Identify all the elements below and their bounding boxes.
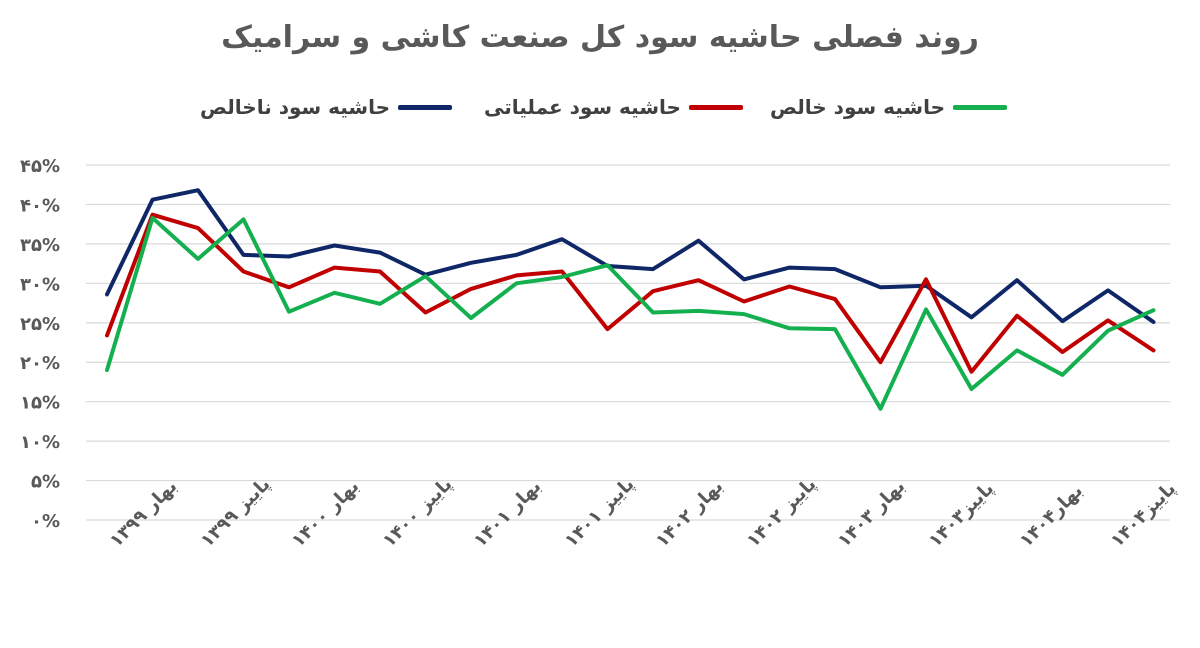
y-axis-ticks: ۰% ۵% ۱۰% ۱۵% ۲۰% ۲۵% ۳۰% ۳۵% ۴۰% ۴۵% bbox=[20, 156, 60, 532]
x-tick-label: پاییز۱۴۰۳ bbox=[925, 478, 998, 551]
y-tick-label: ۱۵% bbox=[20, 393, 60, 414]
legend-item-net-margin: حاشیه سود خالص bbox=[770, 92, 1007, 122]
gross-margin-line bbox=[105, 188, 1156, 324]
x-tick-label: پاییز ۱۴۰۱ bbox=[561, 474, 639, 552]
y-tick-label: ۵% bbox=[31, 472, 60, 493]
legend-label-operating-margin: حاشیه سود عملیاتی bbox=[484, 95, 681, 119]
legend-label-net-margin: حاشیه سود خالص bbox=[770, 95, 945, 119]
x-tick-label: پاییز ۱۴۰۰ bbox=[379, 474, 457, 552]
y-tick-label: ۰% bbox=[31, 511, 60, 532]
y-tick-label: ۳۵% bbox=[20, 235, 60, 256]
y-tick-label: ۴۰% bbox=[20, 195, 60, 216]
net-margin-line bbox=[105, 215, 1156, 411]
x-tick-label: پاییز ۱۴۰۲ bbox=[743, 474, 821, 552]
y-tick-label: ۲۵% bbox=[20, 314, 60, 335]
legend-swatch-operating-margin bbox=[688, 104, 743, 110]
legend-swatch-net-margin bbox=[953, 104, 1007, 110]
y-tick-label: ۱۰% bbox=[20, 432, 60, 453]
x-tick-label: بهار ۱۴۰۲ bbox=[652, 476, 728, 552]
series-lines bbox=[105, 188, 1156, 411]
legend-swatch-gross-margin bbox=[398, 104, 453, 110]
operating-margin-line bbox=[105, 212, 1156, 374]
x-tick-label: بهار ۱۴۰۱ bbox=[470, 476, 546, 552]
gridlines bbox=[86, 164, 1170, 521]
x-tick-label: بهار ۱۴۰۳ bbox=[834, 476, 910, 552]
legend-item-operating-margin: حاشیه سود عملیاتی bbox=[484, 92, 743, 122]
y-tick-label: ۲۰% bbox=[20, 353, 60, 374]
legend-label-gross-margin: حاشیه سود ناخالص bbox=[200, 95, 391, 119]
x-tick-label: بهار ۱۳۹۹ bbox=[106, 476, 182, 552]
x-tick-label: بهار۱۴۰۴ bbox=[1016, 480, 1087, 551]
x-tick-label: پاییز ۱۳۹۹ bbox=[197, 474, 275, 552]
x-tick-label: پاییز۱۴۰۴ bbox=[1107, 478, 1180, 551]
chart-title: روند فصلی حاشیه سود کل صنعت کاشی و سرامی… bbox=[221, 20, 979, 55]
y-tick-label: ۴۵% bbox=[20, 156, 60, 177]
x-tick-label: بهار ۱۴۰۰ bbox=[288, 476, 364, 552]
y-tick-label: ۳۰% bbox=[20, 274, 60, 295]
legend: حاشیه سود ناخالص حاشیه سود عملیاتی حاشیه… bbox=[0, 92, 1200, 122]
legend-item-gross-margin: حاشیه سود ناخالص bbox=[200, 92, 453, 122]
